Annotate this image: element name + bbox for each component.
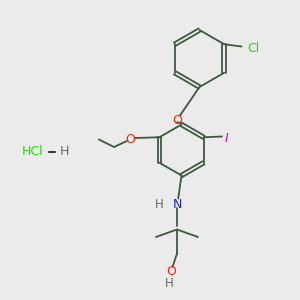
Text: HCl: HCl xyxy=(22,145,43,158)
Text: I: I xyxy=(225,131,228,145)
Text: N: N xyxy=(172,197,182,211)
Text: O: O xyxy=(172,113,182,127)
Text: H: H xyxy=(154,197,164,211)
Text: H: H xyxy=(60,145,69,158)
Text: H: H xyxy=(165,277,174,290)
Text: Cl: Cl xyxy=(248,41,260,55)
Text: O: O xyxy=(166,265,176,278)
Text: O: O xyxy=(126,133,135,146)
